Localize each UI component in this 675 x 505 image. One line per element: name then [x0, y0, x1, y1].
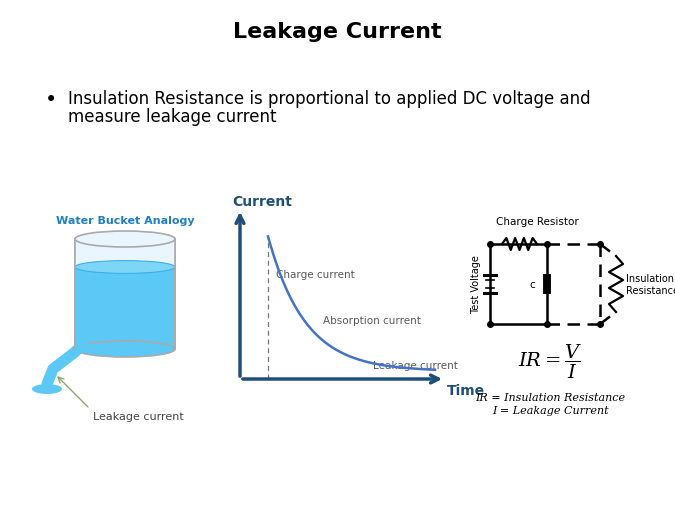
Text: Leakage current: Leakage current: [373, 361, 458, 370]
Text: Water Bucket Analogy: Water Bucket Analogy: [56, 216, 194, 226]
Text: measure leakage current: measure leakage current: [68, 108, 277, 126]
Bar: [75, 239, 175, 268]
Text: IR = Insulation Resistance: IR = Insulation Resistance: [475, 392, 625, 402]
Text: c: c: [529, 279, 535, 289]
Text: Charge Resistor: Charge Resistor: [495, 217, 578, 227]
Ellipse shape: [32, 384, 62, 394]
Text: Time: Time: [447, 383, 485, 397]
Text: Test Voltage: Test Voltage: [471, 255, 481, 314]
Text: $IR = \dfrac{V}{I}$: $IR = \dfrac{V}{I}$: [518, 342, 582, 380]
Text: Insulation
Resistance: Insulation Resistance: [626, 273, 675, 295]
Text: I = Leakage Current: I = Leakage Current: [491, 405, 608, 415]
Text: Insulation Resistance is proportional to applied DC voltage and: Insulation Resistance is proportional to…: [68, 90, 591, 108]
Text: Absorption current: Absorption current: [323, 316, 421, 325]
Text: Current: Current: [232, 194, 292, 209]
Ellipse shape: [75, 341, 175, 358]
Text: •: •: [45, 90, 57, 110]
Ellipse shape: [75, 261, 175, 274]
Bar: [75, 239, 175, 349]
Text: Leakage Current: Leakage Current: [233, 22, 441, 42]
Text: Leakage current: Leakage current: [93, 411, 184, 421]
Ellipse shape: [75, 231, 175, 247]
Text: Charge current: Charge current: [276, 269, 355, 279]
